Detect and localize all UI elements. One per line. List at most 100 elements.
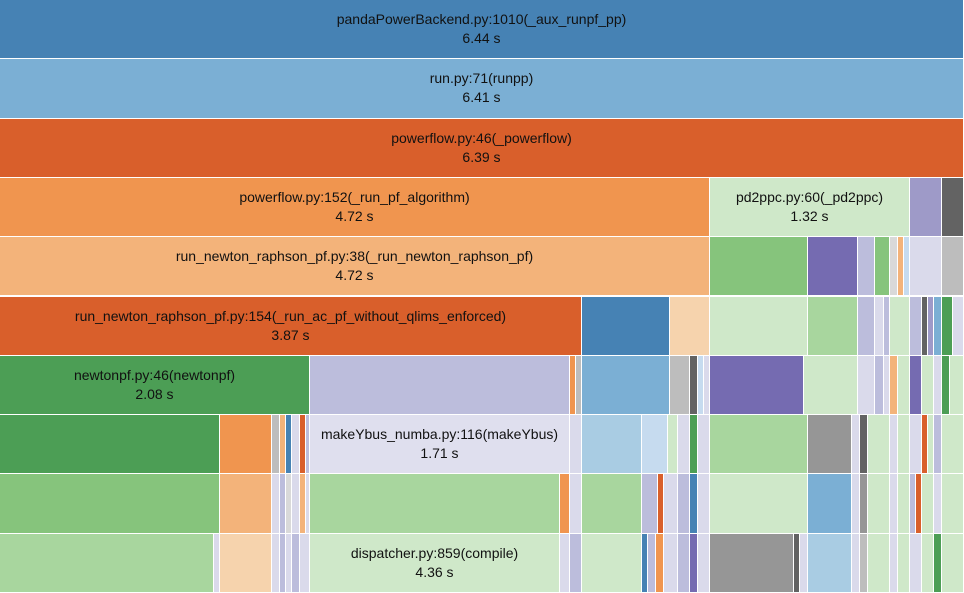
frame-unlabeled[interactable] <box>582 415 642 475</box>
frame-unlabeled[interactable] <box>642 415 668 475</box>
frame-unlabeled[interactable] <box>942 415 964 475</box>
frame-unlabeled[interactable] <box>698 474 710 534</box>
frame-unlabeled[interactable] <box>910 355 922 416</box>
frame-unlabeled[interactable] <box>220 533 272 593</box>
frame-unlabeled[interactable] <box>220 415 272 475</box>
frame-runpp[interactable]: run.py:71(runpp) 6.41 s <box>0 59 964 119</box>
frame-unlabeled[interactable] <box>852 533 860 593</box>
frame-unlabeled[interactable] <box>868 415 890 475</box>
frame-unlabeled[interactable] <box>868 474 890 534</box>
frame-unlabeled[interactable] <box>664 533 678 593</box>
frame-unlabeled[interactable] <box>868 533 890 593</box>
frame-unlabeled[interactable] <box>698 415 710 475</box>
frame-unlabeled[interactable] <box>934 355 942 416</box>
frame-unlabeled[interactable] <box>898 533 910 593</box>
frame-unlabeled[interactable] <box>272 415 280 475</box>
frame-unlabeled[interactable] <box>286 533 292 593</box>
frame-unlabeled[interactable] <box>904 237 910 297</box>
frame-unlabeled[interactable] <box>670 296 710 356</box>
frame-unlabeled[interactable] <box>804 355 858 416</box>
frame-unlabeled[interactable] <box>306 474 310 534</box>
frame-unlabeled[interactable] <box>214 533 220 593</box>
frame-run-newton-raphson-pf[interactable]: run_newton_raphson_pf.py:38(_run_newton_… <box>0 237 710 297</box>
frame-unlabeled[interactable] <box>300 533 310 593</box>
frame-unlabeled[interactable] <box>922 474 934 534</box>
frame-unlabeled[interactable] <box>576 355 582 416</box>
frame-unlabeled[interactable] <box>280 474 286 534</box>
frame-unlabeled[interactable] <box>898 237 904 297</box>
frame-unlabeled[interactable] <box>852 415 860 475</box>
frame-unlabeled[interactable] <box>875 296 884 356</box>
frame-unlabeled[interactable] <box>272 474 280 534</box>
frame-unlabeled[interactable] <box>642 474 658 534</box>
frame-unlabeled[interactable] <box>690 533 698 593</box>
frame-unlabeled[interactable] <box>942 177 964 238</box>
frame-unlabeled[interactable] <box>910 237 942 297</box>
frame-unlabeled[interactable] <box>560 474 570 534</box>
frame-unlabeled[interactable] <box>910 415 922 475</box>
frame-unlabeled[interactable] <box>690 474 698 534</box>
frame-unlabeled[interactable] <box>922 533 934 593</box>
frame-unlabeled[interactable] <box>280 533 286 593</box>
frame-unlabeled[interactable] <box>884 296 890 356</box>
frame-unlabeled[interactable] <box>570 533 582 593</box>
frame-unlabeled[interactable] <box>642 533 648 593</box>
frame-unlabeled[interactable] <box>875 355 884 416</box>
frame-unlabeled[interactable] <box>710 474 808 534</box>
frame-unlabeled[interactable] <box>306 415 310 475</box>
frame-unlabeled[interactable] <box>582 355 670 416</box>
frame-unlabeled[interactable] <box>852 474 860 534</box>
frame-unlabeled[interactable] <box>808 474 852 534</box>
frame-unlabeled[interactable] <box>678 474 690 534</box>
frame-unlabeled[interactable] <box>942 355 950 416</box>
frame-unlabeled[interactable] <box>942 474 964 534</box>
frame-unlabeled[interactable] <box>272 533 280 593</box>
frame-aux-runpf-pp[interactable]: pandaPowerBackend.py:1010(_aux_runpf_pp)… <box>0 0 964 60</box>
frame-unlabeled[interactable] <box>922 296 928 356</box>
frame-unlabeled[interactable] <box>582 533 642 593</box>
frame-unlabeled[interactable] <box>890 474 898 534</box>
frame-unlabeled[interactable] <box>858 355 875 416</box>
frame-unlabeled[interactable] <box>678 415 690 475</box>
frame-unlabeled[interactable] <box>220 474 272 534</box>
frame-unlabeled[interactable] <box>664 474 678 534</box>
frame-unlabeled[interactable] <box>310 355 570 416</box>
frame-unlabeled[interactable] <box>942 296 953 356</box>
frame-unlabeled[interactable] <box>910 296 922 356</box>
frame-unlabeled[interactable] <box>898 415 910 475</box>
frame-unlabeled[interactable] <box>858 296 875 356</box>
frame-unlabeled[interactable] <box>922 355 934 416</box>
frame-unlabeled[interactable] <box>875 237 890 297</box>
frame-unlabeled[interactable] <box>910 533 922 593</box>
frame-unlabeled[interactable] <box>292 474 300 534</box>
frame-run-ac-pf-without-qlims[interactable]: run_newton_raphson_pf.py:154(_run_ac_pf_… <box>0 296 582 356</box>
frame-unlabeled[interactable] <box>950 355 964 416</box>
frame-unlabeled[interactable] <box>942 237 964 297</box>
frame-unlabeled[interactable] <box>928 415 934 475</box>
frame-unlabeled[interactable] <box>710 415 808 475</box>
frame-unlabeled[interactable] <box>0 533 214 593</box>
frame-unlabeled[interactable] <box>690 415 698 475</box>
frame-unlabeled[interactable] <box>910 474 916 534</box>
frame-unlabeled[interactable] <box>860 474 868 534</box>
frame-unlabeled[interactable] <box>794 533 800 593</box>
frame-unlabeled[interactable] <box>953 296 964 356</box>
frame-unlabeled[interactable] <box>698 355 704 416</box>
frame-unlabeled[interactable] <box>710 533 794 593</box>
frame-unlabeled[interactable] <box>280 415 286 475</box>
frame-unlabeled[interactable] <box>310 474 560 534</box>
frame-unlabeled[interactable] <box>922 415 928 475</box>
frame-unlabeled[interactable] <box>670 355 690 416</box>
frame-unlabeled[interactable] <box>560 533 570 593</box>
frame-unlabeled[interactable] <box>292 533 300 593</box>
frame-newtonpf[interactable]: newtonpf.py:46(newtonpf) 2.08 s <box>0 355 310 416</box>
frame-unlabeled[interactable] <box>710 237 808 297</box>
frame-unlabeled[interactable] <box>668 415 678 475</box>
frame-unlabeled[interactable] <box>710 355 804 416</box>
frame-unlabeled[interactable] <box>934 533 942 593</box>
frame-unlabeled[interactable] <box>570 474 582 534</box>
frame-unlabeled[interactable] <box>0 474 220 534</box>
frame-unlabeled[interactable] <box>582 474 642 534</box>
frame-pd2ppc[interactable]: pd2ppc.py:60(_pd2ppc) 1.32 s <box>710 177 910 238</box>
frame-unlabeled[interactable] <box>860 415 868 475</box>
